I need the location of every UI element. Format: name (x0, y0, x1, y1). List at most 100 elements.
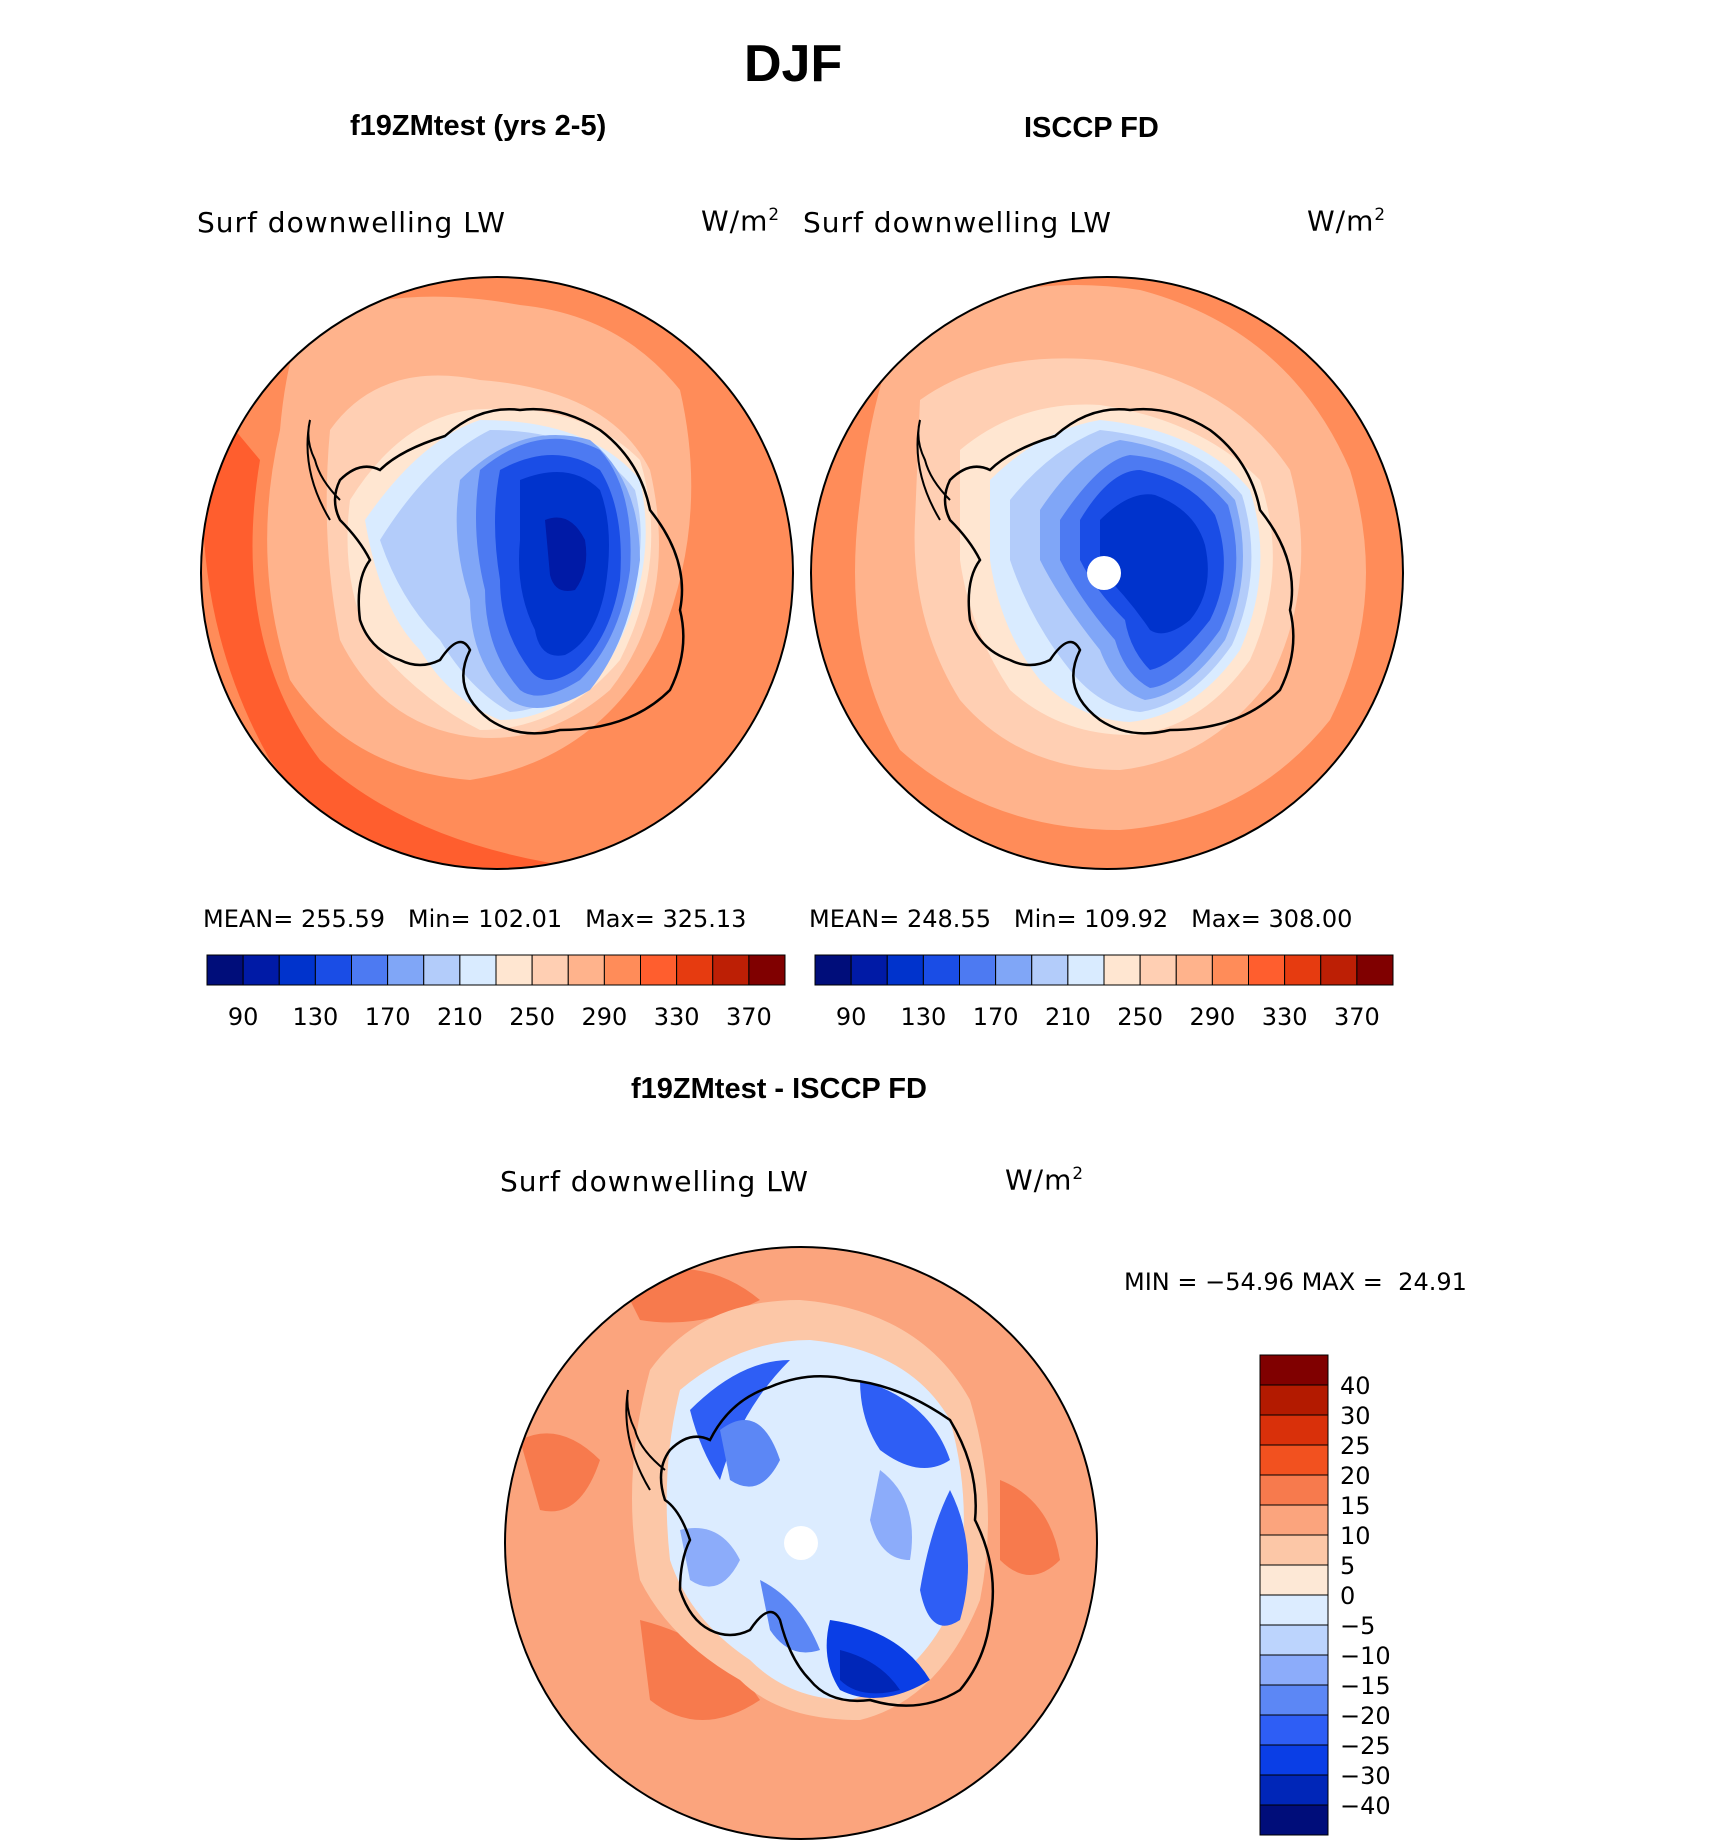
panel-1-colorbar-swatch (242, 954, 280, 986)
panel-1-colorbar-swatch (423, 954, 461, 986)
panel-2-units-exponent: 2 (1374, 204, 1387, 224)
diff-colorbar-swatch (1259, 1624, 1329, 1656)
panel-1-colorbar-swatch (351, 954, 389, 986)
panel-1-colorbar-swatch (278, 954, 316, 986)
diff-colorbar-swatch (1259, 1474, 1329, 1506)
panel-2-colorbar-swatch (959, 954, 997, 986)
diff-units: W/m2 (1005, 1163, 1084, 1196)
diff-colorbar-tick-label: −30 (1340, 1762, 1391, 1790)
diff-pole-gap (784, 1526, 818, 1560)
panel-1-heading: f19ZMtest (yrs 2-5) (350, 110, 607, 142)
panel-1-colorbar-swatch (314, 954, 352, 986)
diff-colorbar-tick-label: 5 (1340, 1552, 1355, 1580)
diff-coastline (659, 1375, 995, 1707)
panel-1-map (201, 277, 793, 869)
panel-2-colorbar-swatch (922, 954, 960, 986)
panel-2-colorbar: 90 130 170 210 250 290 330 370 (814, 954, 1394, 1031)
panel-2-colorbar-swatch (1067, 954, 1105, 986)
figure-title: DJF (744, 35, 843, 93)
panel-1-colorbar-tick-label: 250 (509, 1003, 555, 1031)
panel-1-colorbar-swatch (603, 954, 641, 986)
diff-colorbar-swatch (1259, 1444, 1329, 1476)
diff-max-label: MAX = (1301, 1268, 1383, 1296)
panel-2-colorbar-swatch (850, 954, 888, 986)
panel-2-min-label: Min= (1013, 905, 1077, 933)
panel-2-colorbar-swatch (1103, 954, 1141, 986)
panel-2-colorbar-swatch (1356, 954, 1394, 986)
panel-2-coastline (943, 407, 1295, 735)
panel-1-colorbar-swatch (531, 954, 569, 986)
panel-1-units-text: W/m (701, 204, 769, 238)
diff-min-label: MIN = (1124, 1268, 1198, 1296)
panel-1-colorbar-swatch (712, 954, 750, 986)
diff-colorbar-tick-label: −10 (1340, 1642, 1391, 1670)
panel-2-colorbar-tick-label: 330 (1262, 1003, 1308, 1031)
panel-2-stats: MEAN= 248.55 Min= 109.92 Max= 308.00 (809, 905, 1352, 933)
diff-min-value: −54.96 (1205, 1268, 1294, 1296)
diff-colorbar-tick-label: 25 (1340, 1432, 1371, 1460)
panel-1-coastline (333, 407, 685, 735)
diff-colorbar-tick-label: 0 (1340, 1582, 1355, 1610)
diff-colorbar-tick-label: −25 (1340, 1732, 1391, 1760)
panel-1-colorbar-tick-label: 130 (292, 1003, 338, 1031)
diff-colorbar-tick-label: 30 (1340, 1402, 1371, 1430)
diff-colorbar-swatch (1259, 1594, 1329, 1626)
panel-2-pole-gap (1087, 556, 1121, 590)
panel-2-variable-label: Surf downwelling LW (803, 206, 1112, 239)
panel-2-colorbar-tick-label: 210 (1045, 1003, 1091, 1031)
diff-colorbar-swatch (1259, 1534, 1329, 1566)
panel-1-min-label: Min= (407, 905, 471, 933)
diff-colorbar-swatch (1259, 1714, 1329, 1746)
diff-colorbar-tick-label: −5 (1340, 1612, 1375, 1640)
panel-1-max-label: Max= (585, 905, 655, 933)
diff-variable-label: Surf downwelling LW (500, 1165, 809, 1198)
diff-colorbar-swatch (1259, 1354, 1329, 1386)
diff-colorbar-tick-label: 20 (1340, 1462, 1371, 1490)
diff-colorbar-swatch (1259, 1504, 1329, 1536)
panel-1-mean-value: 255.59 (301, 905, 385, 933)
panel-1-colorbar-tick-label: 210 (437, 1003, 483, 1031)
panel-1-variable-label: Surf downwelling LW (197, 206, 506, 239)
diff-panel-heading: f19ZMtest - ISCCP FD (631, 1073, 927, 1105)
panel-2-min-value: 109.92 (1084, 905, 1169, 933)
diff-colorbar-tick-label: 15 (1340, 1492, 1371, 1520)
panel-2-colorbar-tick-label: 290 (1189, 1003, 1235, 1031)
panel-2-colorbar-swatch (1248, 954, 1286, 986)
diff-colorbar-tick-label: −15 (1340, 1672, 1391, 1700)
panel-1-colorbar-tick-label: 170 (365, 1003, 411, 1031)
panel-1-stats: MEAN= 255.59 Min= 102.01 Max= 325.13 (203, 905, 746, 933)
panel-1-max-value: 325.13 (662, 905, 747, 933)
panel-2-colorbar-swatch (1139, 954, 1177, 986)
panel-2-colorbar-tick-label: 90 (836, 1003, 867, 1031)
panel-2-heading: ISCCP FD (1024, 112, 1159, 144)
panel-1-colorbar-swatch (748, 954, 786, 986)
diff-colorbar-swatch (1259, 1414, 1329, 1446)
panel-2-colorbar-swatch (886, 954, 924, 986)
diff-minmax: MIN = −54.96 MAX = 24.91 (1124, 1268, 1467, 1296)
diff-colorbar-swatch (1259, 1804, 1329, 1836)
diff-colorbar-swatch (1259, 1384, 1329, 1416)
panel-1-colorbar: 90 130 170 210 250 290 330 370 (206, 954, 786, 1031)
diff-max-value: 24.91 (1398, 1268, 1467, 1296)
diff-colorbar-swatch (1259, 1684, 1329, 1716)
panel-1-colorbar-swatch (676, 954, 714, 986)
panel-2-colorbar-tick-label: 130 (900, 1003, 946, 1031)
panel-2-colorbar-swatch (1175, 954, 1213, 986)
panel-2-colorbar-swatch (1211, 954, 1249, 986)
diff-units-exponent: 2 (1072, 1163, 1085, 1183)
panel-2-mean-label: MEAN= (809, 905, 900, 933)
panel-2-colorbar-tick-label: 170 (973, 1003, 1019, 1031)
panel-1-colorbar-swatch (387, 954, 425, 986)
panel-1-colorbar-tick-label: 370 (726, 1003, 772, 1031)
panel-2-colorbar-swatch (1284, 954, 1322, 986)
panel-1-map-border (200, 276, 794, 870)
panel-1-colorbar-swatch (495, 954, 533, 986)
panel-1-mean-label: MEAN= (203, 905, 294, 933)
panel-1-colorbar-tick-label: 290 (581, 1003, 627, 1031)
diff-colorbar-swatch (1259, 1744, 1329, 1776)
panel-1-colorbar-swatch (459, 954, 497, 986)
panel-1-units-exponent: 2 (768, 204, 781, 224)
panel-1-colorbar-swatch (206, 954, 244, 986)
